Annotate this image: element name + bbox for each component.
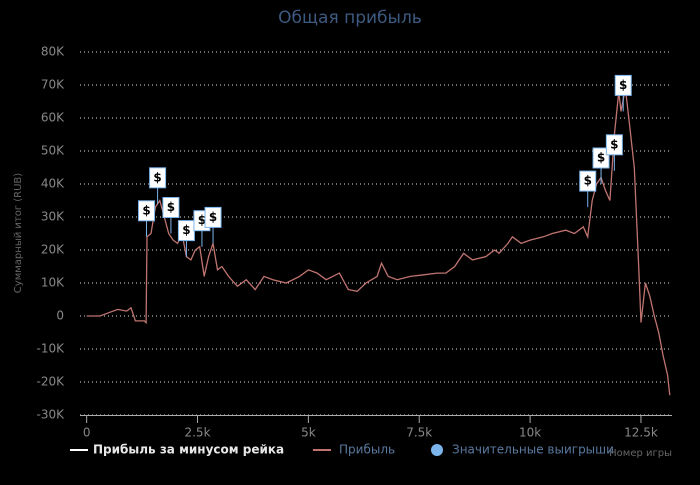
- flag: $: [204, 206, 222, 244]
- x-tick-label: 5k: [301, 426, 316, 440]
- flag-label: $: [142, 203, 150, 217]
- y-axis-title: Суммарный итог (RUB): [13, 173, 24, 293]
- flag: $: [138, 200, 156, 237]
- y-tick-label: -10K: [37, 342, 66, 356]
- x-tick-label: 12.5k: [624, 426, 658, 440]
- flag: $: [614, 74, 632, 112]
- flag-label: $: [610, 137, 618, 151]
- y-tick-label: -30K: [37, 408, 66, 422]
- legend-label: Прибыль за минусом рейка: [93, 443, 284, 457]
- legend-label: Значительные выигрыши: [452, 443, 614, 457]
- flag-label: $: [153, 170, 161, 184]
- flag-label: $: [584, 174, 592, 188]
- y-tick-label: 50K: [41, 144, 65, 158]
- y-tick-label: 80K: [41, 45, 65, 59]
- flag-label: $: [167, 200, 175, 214]
- x-tick-label: 0: [83, 426, 91, 440]
- flag: $: [592, 147, 610, 184]
- flag-box: [138, 200, 156, 222]
- flag-box: [605, 134, 623, 156]
- y-tick-label: 60K: [41, 111, 65, 125]
- flag-box: [592, 147, 610, 169]
- x-tick-label: 7.5k: [406, 426, 432, 440]
- y-tick-label: 20K: [41, 243, 65, 257]
- flag: $: [162, 197, 180, 234]
- x-tick-label: 10k: [519, 426, 541, 440]
- y-tick-label: 70K: [41, 78, 65, 92]
- flag: $: [605, 134, 623, 171]
- flag-box: [579, 170, 597, 192]
- legend-label: Прибыль: [339, 443, 395, 457]
- y-tick-label: -20K: [37, 375, 66, 389]
- flag-box: [162, 197, 180, 218]
- flag-box: [149, 167, 167, 189]
- flag-label: $: [209, 210, 217, 224]
- flag-box: [204, 206, 222, 228]
- y-tick-label: 30K: [41, 210, 65, 224]
- flag-label: $: [597, 151, 605, 165]
- flag-label: $: [619, 78, 627, 92]
- y-tick-label: 0: [56, 309, 64, 323]
- flag: $: [149, 167, 167, 204]
- x-axis-title: Номер игры: [609, 448, 672, 459]
- x-tick-label: 2.5k: [184, 426, 210, 440]
- flag-label: $: [198, 213, 206, 227]
- flag: $: [579, 170, 597, 208]
- legend-symbol: [431, 444, 443, 456]
- flag-label: $: [182, 223, 190, 237]
- flag-box: [614, 74, 632, 96]
- y-tick-label: 40K: [41, 177, 65, 191]
- chart-title: Общая прибыль: [278, 8, 422, 28]
- y-tick-label: 10K: [41, 276, 65, 290]
